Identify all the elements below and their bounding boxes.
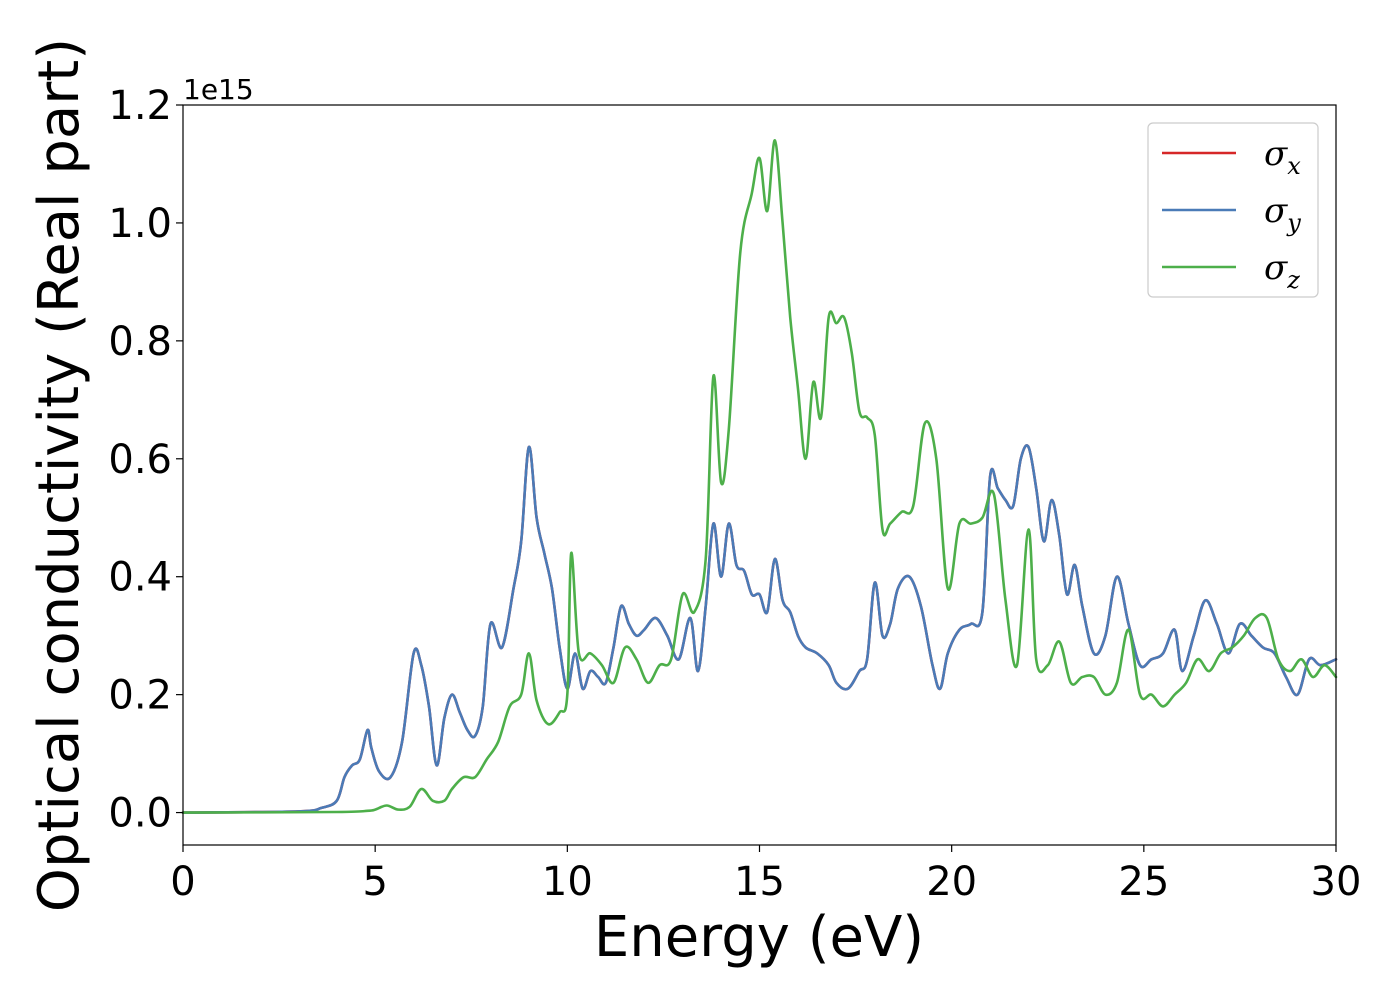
plot-area bbox=[183, 105, 1336, 845]
series-line-z bbox=[181, 139, 1338, 814]
series-line-y bbox=[181, 444, 1338, 814]
y-tick-label: 0.4 bbox=[108, 555, 172, 601]
y-tick-label: 0.8 bbox=[108, 319, 172, 365]
x-tick-label: 0 bbox=[170, 859, 195, 905]
x-tick-label: 10 bbox=[542, 859, 593, 905]
legend-label-y: σy bbox=[1264, 191, 1301, 237]
x-tick-label: 20 bbox=[926, 859, 977, 905]
x-tick-label: 5 bbox=[362, 859, 387, 905]
y-tick-label: 1.0 bbox=[108, 201, 172, 247]
x-tick-label: 15 bbox=[734, 859, 785, 905]
y-tick-label: 0.2 bbox=[108, 673, 172, 719]
x-tick-label: 25 bbox=[1118, 859, 1169, 905]
legend-label-x: σx bbox=[1264, 134, 1301, 180]
x-tick-label: 30 bbox=[1311, 859, 1362, 905]
y-tick-label: 1.2 bbox=[108, 83, 172, 129]
series-layer bbox=[181, 139, 1338, 814]
x-axis-label: Energy (eV) bbox=[594, 905, 924, 970]
y-offset-label: 1e15 bbox=[183, 73, 254, 106]
x-axis: 0 5 10 15 20 25 30 bbox=[170, 845, 1361, 905]
legend: σx σy σz bbox=[1147, 122, 1319, 298]
y-tick-label: 0.0 bbox=[108, 791, 172, 837]
y-axis-label: Optical conductivity (Real part) bbox=[27, 38, 92, 912]
y-axis: 0.0 0.2 0.4 0.6 0.8 1.0 1.2 bbox=[108, 83, 183, 837]
y-tick-label: 0.6 bbox=[108, 437, 172, 483]
legend-label-z: σz bbox=[1264, 248, 1300, 294]
